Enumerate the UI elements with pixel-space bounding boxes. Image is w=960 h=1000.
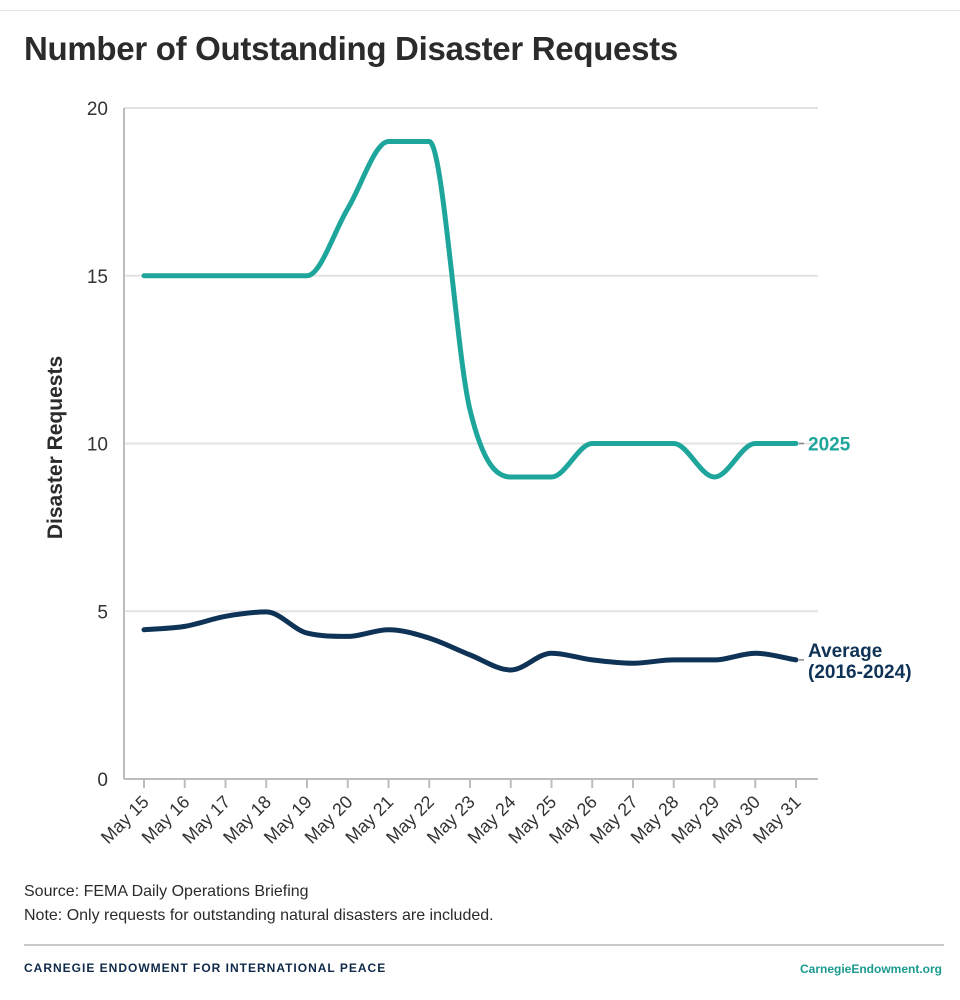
y-tick-label: 15: [87, 267, 108, 288]
footer-divider: [24, 944, 944, 946]
series-label-2025: 2025: [808, 435, 851, 456]
chart-notes: Source: FEMA Daily Operations Briefing N…: [24, 880, 494, 928]
y-tick-label: 5: [97, 602, 108, 623]
y-axis-title: Disaster Requests: [44, 356, 67, 539]
y-tick-label: 20: [87, 99, 108, 120]
source-note: Source: FEMA Daily Operations Briefing: [24, 883, 309, 900]
series-label-average: (2016-2024): [808, 662, 912, 683]
series-label-average: Average: [808, 641, 882, 662]
footer-org-name: CARNEGIE ENDOWMENT FOR INTERNATIONAL PEA…: [24, 961, 387, 975]
series-line-2025: [141, 139, 799, 480]
y-tick-label: 0: [97, 770, 108, 791]
y-tick-label: 10: [87, 435, 108, 456]
footnote: Note: Only requests for outstanding natu…: [24, 907, 494, 924]
chart-title: Number of Outstanding Disaster Requests: [24, 30, 678, 67]
top-separator: [0, 0, 960, 11]
series-line-average: [141, 609, 799, 673]
footer-website-link[interactable]: CarnegieEndowment.org: [799, 962, 942, 976]
